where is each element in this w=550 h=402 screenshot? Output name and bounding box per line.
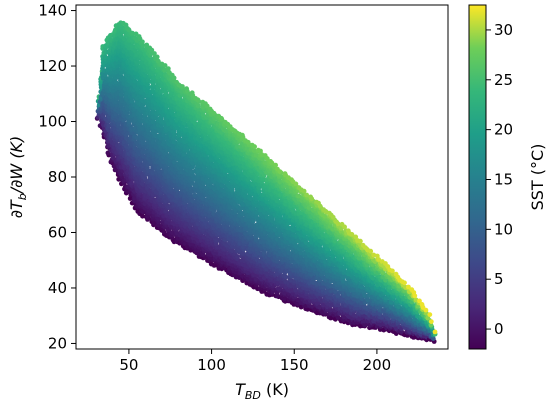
data-point <box>124 135 129 141</box>
data-point <box>121 53 127 59</box>
data-point <box>159 83 165 89</box>
data-point <box>232 128 238 134</box>
data-point <box>110 155 116 161</box>
data-point <box>252 144 257 150</box>
data-point <box>163 90 169 95</box>
data-point <box>126 27 132 33</box>
data-point <box>150 170 156 176</box>
data-point <box>200 104 206 110</box>
data-point <box>171 139 177 145</box>
data-point <box>180 84 185 89</box>
data-point <box>175 125 180 131</box>
data-point <box>195 97 201 103</box>
data-point <box>317 203 323 209</box>
scatter-points <box>94 20 438 344</box>
data-point <box>219 116 225 122</box>
data-point <box>161 229 167 235</box>
data-point <box>195 103 201 109</box>
data-point <box>162 63 168 68</box>
data-point <box>126 156 132 162</box>
data-point <box>182 151 187 157</box>
data-point <box>172 159 178 165</box>
data-point <box>119 149 124 155</box>
data-point <box>102 54 108 60</box>
data-point <box>155 58 161 64</box>
data-point <box>140 209 146 215</box>
data-point <box>156 216 161 222</box>
data-point <box>309 196 315 202</box>
data-point <box>192 193 198 198</box>
data-point <box>154 54 160 60</box>
data-point <box>108 77 113 83</box>
data-point <box>121 61 127 67</box>
data-point <box>198 143 204 148</box>
data-point <box>171 75 177 81</box>
data-point <box>190 93 196 98</box>
data-point <box>113 79 119 85</box>
data-point <box>108 37 114 42</box>
data-point <box>248 196 254 202</box>
data-point <box>142 175 148 181</box>
data-point <box>145 213 151 219</box>
data-point <box>211 110 217 116</box>
data-point <box>108 94 113 100</box>
data-point <box>293 181 299 187</box>
data-point <box>134 60 140 65</box>
data-point <box>140 39 145 45</box>
data-point <box>200 217 206 222</box>
data-point <box>190 198 196 204</box>
data-point <box>165 66 171 71</box>
data-point <box>105 150 111 156</box>
data-point <box>283 274 288 279</box>
data-point <box>132 195 138 201</box>
data-point <box>195 221 201 227</box>
data-point <box>190 160 195 166</box>
data-point <box>245 139 251 145</box>
data-point <box>235 254 240 259</box>
data-point <box>142 73 148 78</box>
data-point <box>204 103 210 109</box>
data-point <box>118 92 124 97</box>
data-point <box>184 88 190 94</box>
data-point <box>144 42 150 48</box>
data-point <box>151 136 157 142</box>
data-point <box>166 173 172 179</box>
data-point <box>152 51 157 56</box>
data-point <box>149 47 155 53</box>
data-point <box>140 43 146 48</box>
data-point <box>184 244 190 250</box>
data-point <box>132 78 138 84</box>
data-point <box>277 169 283 175</box>
data-point <box>132 48 138 53</box>
data-point <box>129 180 135 186</box>
data-point <box>162 67 167 73</box>
data-point <box>130 30 135 36</box>
data-point <box>192 120 198 126</box>
data-point <box>121 139 127 145</box>
data-point <box>164 134 170 139</box>
data-point <box>140 213 145 219</box>
